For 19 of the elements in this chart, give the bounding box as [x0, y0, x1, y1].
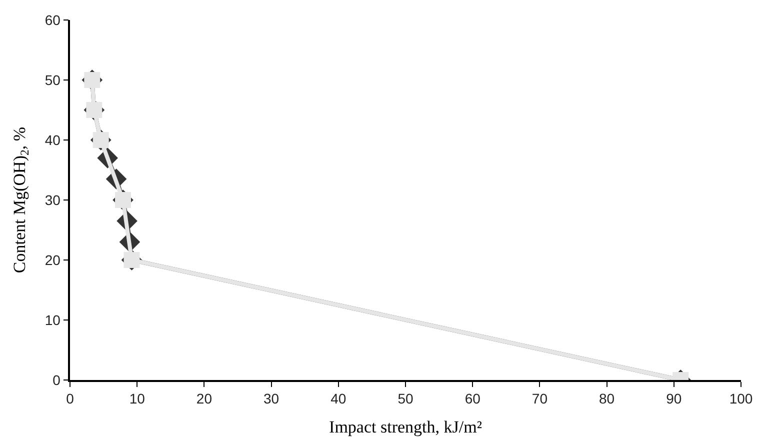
- x-tick-label: 20: [196, 390, 212, 407]
- y-tick-label: 40: [44, 132, 61, 148]
- y-tick-label: 10: [44, 312, 61, 328]
- y-tick-label: 50: [44, 72, 61, 88]
- x-tick-label: 10: [129, 390, 146, 407]
- y-tick-label: 60: [44, 12, 61, 28]
- x-axis-title: Impact strength, kJ/m²: [329, 417, 482, 436]
- x-tick-label: 90: [666, 390, 682, 407]
- x-tick-label: 100: [729, 390, 753, 407]
- x-tick-label: 80: [599, 390, 615, 407]
- y-tick-label: 20: [44, 252, 61, 268]
- x-tick-label: 70: [532, 390, 548, 407]
- x-tick-label: 50: [398, 390, 414, 407]
- x-tick-label: 40: [330, 390, 346, 407]
- x-tick-label: 0: [66, 390, 74, 407]
- x-tick-label: 60: [464, 390, 481, 407]
- y-tick-label: 0: [52, 372, 61, 388]
- y-tick-label: 30: [44, 192, 61, 208]
- x-tick-label: 30: [264, 390, 280, 407]
